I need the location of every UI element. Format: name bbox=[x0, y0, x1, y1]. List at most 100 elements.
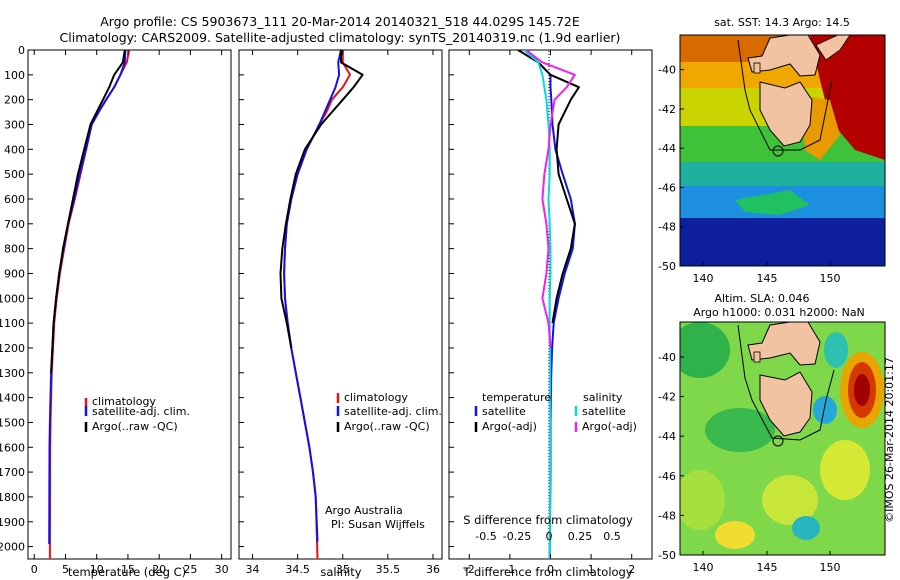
legend-climatology: climatology bbox=[92, 395, 156, 408]
depth-tick-label: 200 bbox=[4, 94, 25, 107]
map-y-tick-label: -48 bbox=[658, 221, 676, 234]
sst-map-title: sat. SST: 14.3 Argo: 14.5 bbox=[714, 16, 850, 29]
x-tick-label: -2 bbox=[464, 563, 475, 576]
x-tick-label: 35 bbox=[336, 563, 350, 576]
x-tick-label: 25 bbox=[183, 563, 197, 576]
depth-tick-label: 900 bbox=[4, 267, 25, 280]
sla-map: Altim. SLA: 0.046 Argo h1000: 0.031 h200… bbox=[658, 292, 896, 574]
map-x-tick-label: 150 bbox=[820, 561, 841, 574]
header-line-2: Climatology: CARS2009. Satellite-adjuste… bbox=[60, 30, 621, 45]
map-y-tick-label: -48 bbox=[658, 509, 676, 522]
depth-tick-label: 1500 bbox=[0, 416, 25, 429]
x-tick-label: 10 bbox=[90, 563, 104, 576]
map-x-tick-label: 140 bbox=[693, 272, 714, 285]
legend-salinity-title: salinity bbox=[583, 391, 623, 404]
credit-pi: PI: Susan Wijffels bbox=[331, 518, 425, 531]
header-line-1: Argo profile: CS 5903673_111 20-Mar-2014… bbox=[100, 14, 580, 29]
legend-argo: Argo(..raw -QC) bbox=[92, 420, 178, 433]
legend-satellite: satellite-adj. clim. bbox=[344, 405, 442, 418]
depth-tick-label: 1900 bbox=[0, 516, 25, 529]
imos-timestamp: ©IMOS 26-Mar-2014 20:01:17 bbox=[883, 357, 896, 523]
map-x-tick-label: 150 bbox=[820, 272, 841, 285]
x-tick-label: 0 bbox=[547, 563, 554, 576]
map-x-tick-label: 145 bbox=[757, 561, 778, 574]
legend-s-satellite: satellite bbox=[582, 405, 626, 418]
difference-panel: -2 -1 0 1 2 -0.5 -0.25 0 0.25 0.5 S difference fr… bbox=[448, 49, 653, 579]
series-line-satellite-s- bbox=[523, 50, 552, 559]
x-tick-label: 36 bbox=[426, 563, 440, 576]
map-y-tick-label: -50 bbox=[658, 549, 676, 562]
credit-argo-australia: Argo Australia bbox=[325, 504, 403, 517]
x-tick-label: 0 bbox=[31, 563, 38, 576]
x-tick-label: 5 bbox=[62, 563, 69, 576]
salinity-panel: 34 34.5 35 35.5 36 salinity climatology sate… bbox=[238, 49, 443, 579]
series-line-argo-raw-qc- bbox=[50, 50, 126, 373]
depth-tick-label: 100 bbox=[4, 69, 25, 82]
sla-map-title-1: Altim. SLA: 0.046 bbox=[714, 292, 809, 305]
sst-map: sat. SST: 14.3 Argo: 14.5 140 145 150 -40 -4… bbox=[658, 16, 886, 285]
x-tick-label: 1 bbox=[588, 563, 595, 576]
legend-argo: Argo(..raw -QC) bbox=[344, 420, 430, 433]
series-line-satellite-adj-clim- bbox=[283, 50, 342, 542]
x-tick-label: 20 bbox=[152, 563, 166, 576]
x-tick-label: 34 bbox=[246, 563, 260, 576]
x-tick-label: 30 bbox=[215, 563, 229, 576]
legend-t-satellite: satellite bbox=[482, 405, 526, 418]
depth-tick-label: 0 bbox=[18, 44, 25, 57]
argo-float-marker bbox=[772, 435, 784, 447]
s-tick-label: 0.25 bbox=[568, 530, 593, 543]
depth-tick-label: 700 bbox=[4, 218, 25, 231]
depth-tick-label: 600 bbox=[4, 193, 25, 206]
temperature-legend: climatology satellite-adj. clim. Argo(..… bbox=[84, 395, 190, 433]
map-y-tick-label: -40 bbox=[658, 351, 676, 364]
map-y-tick-label: -40 bbox=[658, 64, 676, 77]
depth-tick-label: 1400 bbox=[0, 392, 25, 405]
map-y-tick-label: -46 bbox=[658, 181, 676, 194]
depth-tick-label: 2000 bbox=[0, 541, 25, 554]
depth-tick-label: 300 bbox=[4, 118, 25, 131]
s-tick-label: -0.5 bbox=[475, 530, 496, 543]
map-y-tick-label: -44 bbox=[658, 430, 676, 443]
map-y-tick-label: -42 bbox=[658, 103, 676, 116]
legend-temperature-title: temperature bbox=[482, 391, 551, 404]
depth-tick-label: 500 bbox=[4, 168, 25, 181]
legend-s-argo: Argo(-adj) bbox=[582, 420, 637, 433]
map-x-tick-label: 140 bbox=[693, 561, 714, 574]
depth-tick-label: 1800 bbox=[0, 491, 25, 504]
temperature-panel: 0 5 10 15 20 25 30 0 100 200 300 400 500 600 700 800 90… bbox=[0, 44, 232, 579]
s-difference-label: S difference from climatology bbox=[463, 513, 633, 527]
legend-satellite: satellite-adj. clim. bbox=[92, 405, 190, 418]
series-line-argo-adj- bbox=[517, 50, 580, 324]
x-tick-label: -1 bbox=[504, 563, 515, 576]
depth-tick-label: 1200 bbox=[0, 342, 25, 355]
depth-tick-label: 400 bbox=[4, 143, 25, 156]
map-y-tick-label: -50 bbox=[658, 260, 676, 273]
salinity-axis-label: salinity bbox=[320, 565, 361, 579]
temperature-axis-label: temperature (deg C) bbox=[68, 565, 186, 579]
x-tick-label: 35.5 bbox=[376, 563, 401, 576]
sla-map-title-2: Argo h1000: 0.031 h2000: NaN bbox=[693, 306, 865, 319]
argo-float-marker bbox=[772, 145, 784, 157]
depth-tick-label: 1100 bbox=[0, 317, 25, 330]
salinity-legend: climatology satellite-adj. clim. Argo(..… bbox=[336, 391, 442, 433]
map-y-tick-label: -44 bbox=[658, 142, 676, 155]
depth-tick-label: 1000 bbox=[0, 292, 25, 305]
s-tick-label: 0 bbox=[546, 530, 553, 543]
s-tick-label: -0.25 bbox=[503, 530, 531, 543]
s-tick-label: 0.5 bbox=[603, 530, 621, 543]
depth-tick-label: 1300 bbox=[0, 367, 25, 380]
t-difference-label: T difference from climatology bbox=[462, 565, 633, 579]
depth-tick-label: 800 bbox=[4, 243, 25, 256]
series-line-argo-raw-qc- bbox=[279, 50, 364, 349]
legend-climatology: climatology bbox=[344, 391, 408, 404]
map-y-tick-label: -46 bbox=[658, 470, 676, 483]
x-tick-label: 15 bbox=[121, 563, 135, 576]
x-tick-label: 2 bbox=[628, 563, 635, 576]
legend-t-argo: Argo(-adj) bbox=[482, 420, 537, 433]
depth-tick-label: 1600 bbox=[0, 441, 25, 454]
depth-tick-label: 1700 bbox=[0, 466, 25, 479]
map-x-tick-label: 145 bbox=[757, 272, 778, 285]
x-tick-label: 34.5 bbox=[285, 563, 310, 576]
difference-legend: temperature salinity satellite Argo(-adj… bbox=[474, 391, 637, 433]
